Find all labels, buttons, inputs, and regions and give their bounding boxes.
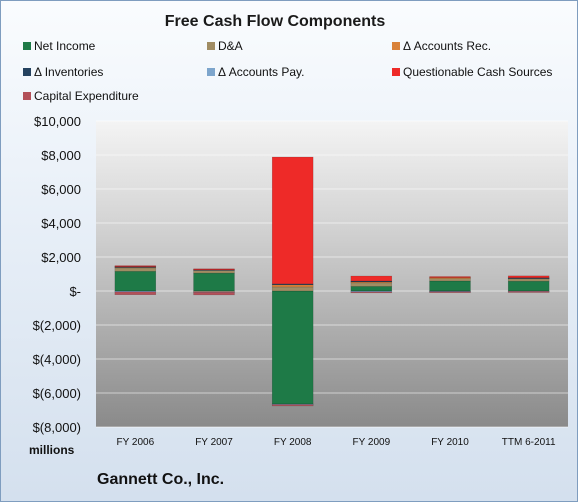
x-category-label: TTM 6-2011 [502, 437, 556, 448]
legend-net-income: Net Income [23, 39, 95, 53]
y-tick-label: $6,000 [41, 182, 81, 197]
bar-segment [193, 272, 235, 292]
y-tick-label: $- [69, 284, 81, 299]
y-tick-label: $(2,000) [33, 318, 81, 333]
legend-questionable-cash: Questionable Cash Sources [392, 65, 552, 79]
plot-area [96, 121, 568, 427]
bar-segment [350, 282, 393, 287]
bar-segment [350, 286, 393, 292]
legend-accounts-rec: Δ Accounts Rec. [392, 39, 491, 53]
x-category-label: FY 2010 [431, 437, 469, 448]
legend-inventories: Δ Inventories [23, 65, 103, 79]
legend-swatch [207, 68, 215, 76]
legend-d-and-a: D&A [207, 39, 243, 53]
y-tick-labels: $10,000 $8,000 $6,000 $4,000 $2,000 $- $(2,000… [33, 114, 81, 435]
legend-label: Δ Accounts Rec. [403, 39, 492, 53]
legend-capex: Capital Expenditure [23, 89, 139, 103]
bar-segment [114, 267, 157, 272]
legend-swatch [207, 42, 215, 50]
x-category-label: FY 2006 [117, 437, 155, 448]
y-tick-label: $8,000 [41, 148, 81, 163]
y-tick-label: $(4,000) [33, 352, 81, 367]
bar-segment [507, 275, 550, 278]
legend-swatch [392, 42, 400, 50]
bar-segment [350, 291, 393, 294]
bar-segment [271, 286, 314, 292]
legend-label: Questionable Cash Sources [403, 65, 553, 79]
x-category-label: FY 2008 [274, 437, 312, 448]
legend-label: D&A [218, 39, 243, 53]
x-category-label: FY 2007 [195, 437, 233, 448]
bar-segment [507, 280, 550, 292]
y-tick-label: $10,000 [34, 114, 81, 129]
bars [114, 156, 550, 407]
legend-label: Δ Accounts Pay. [218, 65, 305, 79]
units-label: millions [29, 443, 75, 457]
bar-segment [114, 265, 157, 267]
y-tick-label: $4,000 [41, 216, 81, 231]
bar-segment [429, 291, 471, 293]
company-name: Gannett Co., Inc. [97, 471, 225, 488]
x-category-label: FY 2009 [353, 437, 391, 448]
bar-segment [193, 268, 235, 271]
chart-title: Free Cash Flow Components [164, 13, 386, 30]
y-tick-label: $2,000 [41, 250, 81, 265]
legend-label: Capital Expenditure [34, 89, 139, 103]
legend-swatch [392, 68, 400, 76]
x-category-labels: FY 2006 FY 2007 FY 2008 FY 2009 FY 2010 TTM 6… [117, 437, 556, 448]
bar-segment [271, 404, 314, 407]
bar-segment [114, 291, 157, 295]
bar-segment [507, 291, 550, 293]
bar-segment [271, 156, 314, 285]
legend-label: Δ Inventories [34, 65, 104, 79]
bar-segment [271, 290, 314, 405]
legend-swatch [23, 68, 31, 76]
bar-segment [350, 275, 393, 282]
bar-segment [114, 271, 157, 292]
legend-label: Net Income [34, 39, 96, 53]
bar-segment [193, 291, 235, 296]
bar-segment [429, 276, 471, 278]
legend-swatch [23, 42, 31, 50]
legend-accounts-pay: Δ Accounts Pay. [207, 65, 305, 79]
grid-lines [96, 120, 568, 428]
bar-segment [429, 280, 471, 292]
legend-swatch [23, 92, 31, 100]
bar-segment [429, 277, 471, 279]
y-tick-label: $(8,000) [33, 420, 81, 435]
y-tick-label: $(6,000) [33, 386, 81, 401]
